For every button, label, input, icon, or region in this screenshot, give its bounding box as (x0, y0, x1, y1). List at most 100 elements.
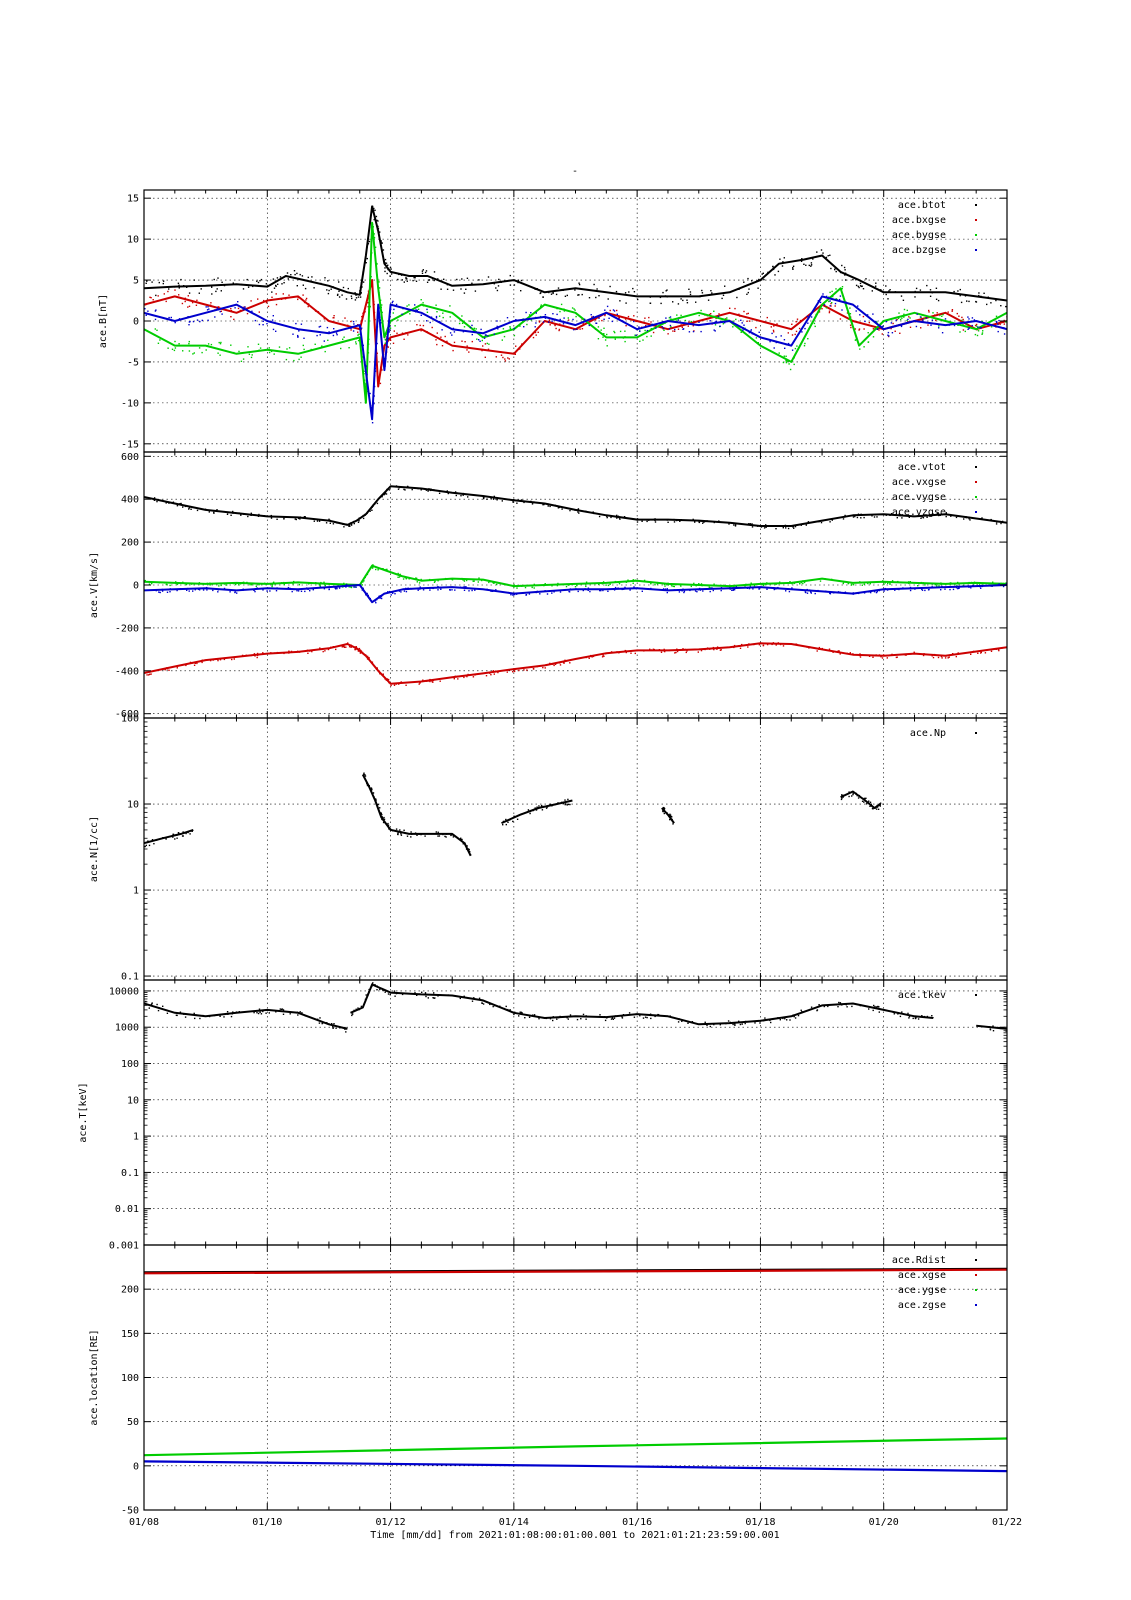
data-point (462, 586, 465, 588)
data-point (260, 1013, 263, 1015)
data-point (846, 1006, 848, 1008)
data-point (857, 797, 860, 799)
data-point (374, 600, 377, 602)
data-point (808, 264, 810, 267)
data-point (548, 291, 550, 294)
data-point (437, 586, 439, 588)
data-point (709, 1025, 711, 1028)
data-point (175, 581, 177, 583)
data-point (877, 1005, 879, 1008)
data-point (298, 584, 301, 586)
data-point (419, 588, 421, 590)
data-point (324, 277, 326, 279)
data-point (901, 517, 903, 519)
data-point (389, 310, 391, 312)
data-point (405, 684, 407, 686)
data-point (368, 785, 370, 787)
data-point (641, 590, 643, 592)
data-point (650, 583, 652, 585)
data-point (820, 521, 823, 524)
data-point (719, 1024, 721, 1026)
data-point (583, 318, 586, 320)
data-point (206, 309, 209, 311)
data-point (445, 833, 448, 835)
data-point (355, 1008, 357, 1010)
data-point (343, 645, 345, 647)
data-point (831, 519, 833, 521)
data-point (782, 361, 785, 364)
data-layer (144, 205, 1007, 424)
data-point (471, 324, 473, 327)
data-point (169, 591, 171, 593)
data-point (618, 517, 620, 519)
data-point (898, 312, 900, 314)
data-point (822, 252, 824, 254)
y-tick-label: 5 (133, 276, 139, 287)
data-point (653, 648, 655, 651)
data-point (901, 1011, 903, 1013)
data-point (408, 578, 410, 580)
data-point (328, 588, 330, 590)
data-point (220, 310, 222, 312)
data-point (722, 587, 725, 590)
data-point (196, 509, 199, 512)
data-point (769, 340, 771, 343)
data-point (802, 580, 804, 582)
data-point (386, 678, 389, 680)
data-point (373, 303, 375, 306)
data-point (193, 279, 195, 281)
data-point (509, 327, 512, 330)
data-point (446, 490, 448, 492)
y-tick-label: -50 (121, 1506, 139, 1517)
data-point (377, 225, 379, 228)
data-point (635, 320, 637, 323)
data-point (858, 344, 860, 347)
data-point (718, 520, 720, 522)
data-point (372, 792, 375, 794)
data-point (612, 1018, 614, 1020)
legend-entry-swatch (975, 1259, 977, 1261)
data-point (444, 335, 446, 338)
data-point (375, 800, 377, 802)
data-point (168, 669, 170, 671)
data-point (462, 492, 465, 495)
data-point (819, 255, 822, 257)
data-point (733, 524, 735, 526)
data-point (897, 1012, 899, 1014)
legend-entry-label: ace.vygse (892, 492, 946, 503)
data-point (259, 347, 262, 349)
data-point (387, 346, 389, 348)
data-point (215, 658, 217, 660)
data-point (687, 325, 689, 327)
data-point (590, 314, 592, 316)
data-point (564, 803, 566, 806)
data-point (604, 339, 607, 341)
data-point (517, 281, 519, 284)
data-point (487, 348, 490, 350)
data-point (219, 343, 222, 345)
data-point (855, 310, 857, 312)
data-point (792, 526, 794, 528)
data-point (344, 1028, 346, 1030)
data-point (903, 308, 906, 311)
data-point (464, 341, 466, 343)
data-point (982, 583, 984, 585)
data-point (775, 336, 777, 338)
data-point (250, 1010, 253, 1012)
panel-4: 0.0010.010.1110100100010000ace.T[keV]ace… (78, 979, 1008, 1252)
data-point (239, 309, 241, 312)
data-point (219, 659, 222, 661)
data-layer (144, 1267, 1007, 1473)
data-point (841, 264, 843, 267)
data-point (825, 590, 827, 592)
data-point (734, 524, 737, 526)
data-point (481, 349, 483, 352)
data-point (900, 295, 903, 297)
data-point (390, 684, 392, 687)
data-point (670, 326, 672, 328)
data-point (173, 349, 176, 352)
data-point (532, 1014, 534, 1016)
data-point (942, 313, 944, 316)
data-point (667, 333, 669, 335)
data-point (922, 654, 925, 657)
